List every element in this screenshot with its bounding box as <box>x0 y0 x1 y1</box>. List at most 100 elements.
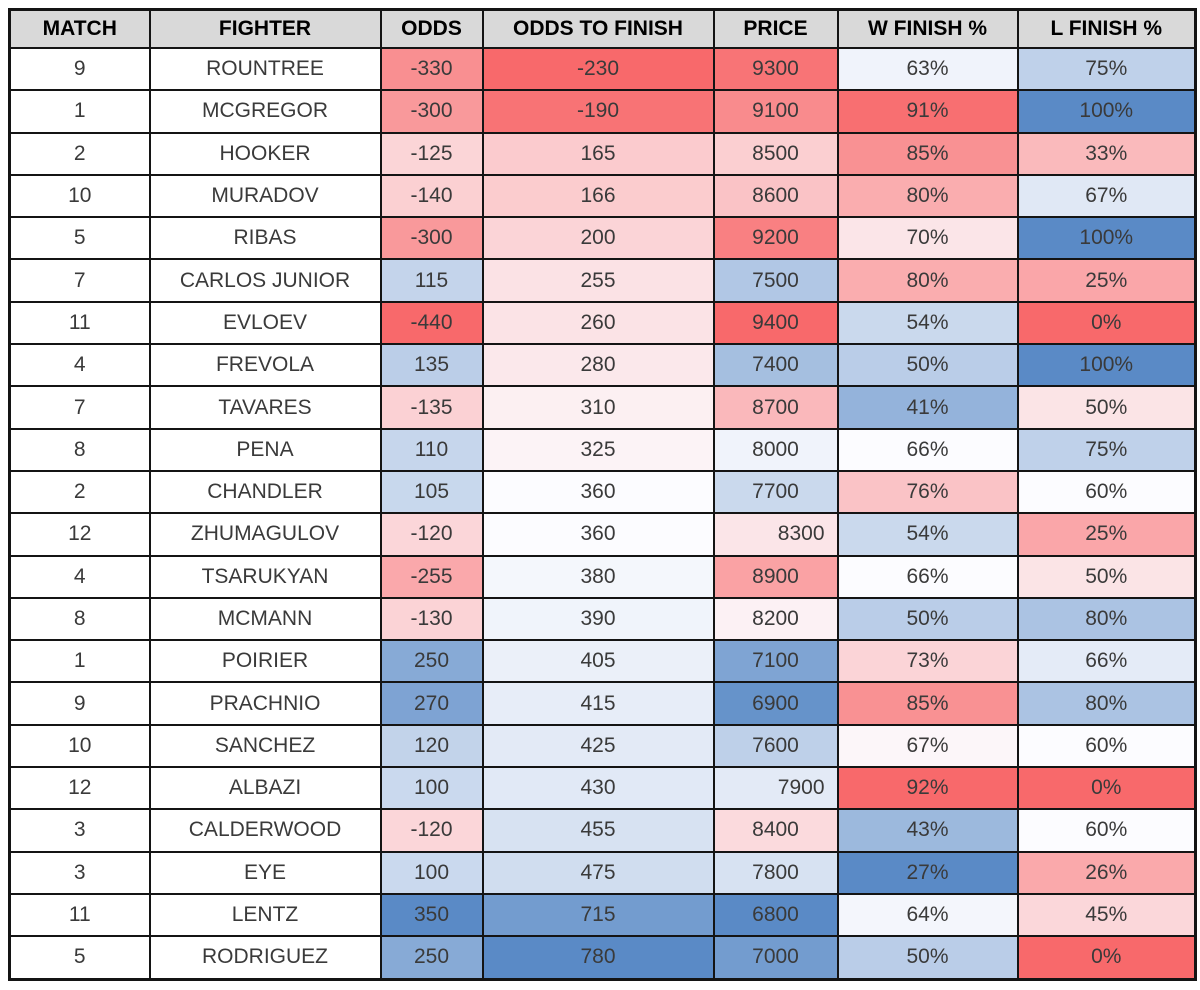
table-header: MATCH FIGHTER ODDS ODDS TO FINISH PRICE … <box>8 8 1197 49</box>
table-row: 12 ZHUMAGULOV -120 360 8300 54% 25% <box>8 512 1197 557</box>
header-row: MATCH FIGHTER ODDS ODDS TO FINISH PRICE … <box>8 8 1197 49</box>
odds-cell: 250 <box>379 639 484 684</box>
odds-cell: -255 <box>379 554 484 599</box>
w-finish-pct-cell: 63% <box>836 46 1019 92</box>
price-cell: 6900 <box>712 681 839 726</box>
price-cell: 7600 <box>712 723 839 769</box>
fighter-cell: EVLOEV <box>148 300 382 346</box>
price-cell: 8000 <box>712 427 839 472</box>
match-cell: 5 <box>8 935 151 981</box>
fighter-cell: FREVOLA <box>148 343 382 388</box>
column-header-w-finish-pct: W FINISH % <box>836 8 1019 49</box>
price-cell: 7900 <box>712 766 839 811</box>
match-cell: 7 <box>8 385 151 430</box>
odds-to-finish-cell: 200 <box>481 216 715 261</box>
l-finish-pct-cell: 25% <box>1016 512 1197 557</box>
column-header-fighter: FIGHTER <box>148 8 382 49</box>
l-finish-pct-cell: 60% <box>1016 723 1197 769</box>
table-row: 9 PRACHNIO 270 415 6900 85% 80% <box>8 681 1197 726</box>
l-finish-pct-cell: 0% <box>1016 935 1197 981</box>
odds-cell: -120 <box>379 808 484 853</box>
odds-cell: -300 <box>379 89 484 134</box>
match-cell: 12 <box>8 766 151 811</box>
l-finish-pct-cell: 100% <box>1016 343 1197 388</box>
odds-to-finish-cell: 780 <box>481 935 715 981</box>
l-finish-pct-cell: 100% <box>1016 216 1197 261</box>
w-finish-pct-cell: 50% <box>836 596 1019 642</box>
odds-to-finish-cell: 280 <box>481 343 715 388</box>
match-cell: 10 <box>8 173 151 219</box>
odds-to-finish-cell: 165 <box>481 131 715 176</box>
column-header-l-finish-pct: L FINISH % <box>1016 8 1197 49</box>
price-cell: 8300 <box>712 512 839 557</box>
odds-to-finish-cell: 310 <box>481 385 715 430</box>
l-finish-pct-cell: 33% <box>1016 131 1197 176</box>
odds-to-finish-cell: -230 <box>481 46 715 92</box>
table-row: 5 RIBAS -300 200 9200 70% 100% <box>8 216 1197 261</box>
column-header-price: PRICE <box>712 8 839 49</box>
odds-to-finish-cell: 360 <box>481 512 715 557</box>
table-row: 10 MURADOV -140 166 8600 80% 67% <box>8 173 1197 219</box>
odds-to-finish-cell: 475 <box>481 850 715 895</box>
match-cell: 8 <box>8 427 151 472</box>
table-row: 4 TSARUKYAN -255 380 8900 66% 50% <box>8 554 1197 599</box>
fighter-cell: POIRIER <box>148 639 382 684</box>
match-cell: 9 <box>8 681 151 726</box>
price-cell: 7100 <box>712 639 839 684</box>
fighter-cell: PRACHNIO <box>148 681 382 726</box>
odds-cell: 350 <box>379 892 484 938</box>
odds-cell: 105 <box>379 469 484 515</box>
table-body: 9 ROUNTREE -330 -230 9300 63% 75% 1 MCGREGOR -300… <box>8 46 1197 981</box>
l-finish-pct-cell: 50% <box>1016 385 1197 430</box>
w-finish-pct-cell: 92% <box>836 766 1019 811</box>
l-finish-pct-cell: 60% <box>1016 469 1197 515</box>
match-cell: 4 <box>8 554 151 599</box>
table-row: 11 EVLOEV -440 260 9400 54% 0% <box>8 300 1197 346</box>
price-cell: 9200 <box>712 216 839 261</box>
fighter-cell: CHANDLER <box>148 469 382 515</box>
table-row: 8 PENA 110 325 8000 66% 75% <box>8 427 1197 472</box>
fighter-cell: MURADOV <box>148 173 382 219</box>
price-cell: 7800 <box>712 850 839 895</box>
odds-cell: 120 <box>379 723 484 769</box>
odds-to-finish-cell: 715 <box>481 892 715 938</box>
table-row: 2 HOOKER -125 165 8500 85% 33% <box>8 131 1197 176</box>
price-cell: 8500 <box>712 131 839 176</box>
l-finish-pct-cell: 75% <box>1016 427 1197 472</box>
column-header-odds: ODDS <box>379 8 484 49</box>
table-row: 1 POIRIER 250 405 7100 73% 66% <box>8 639 1197 684</box>
match-cell: 11 <box>8 300 151 346</box>
table-row: 11 LENTZ 350 715 6800 64% 45% <box>8 892 1197 938</box>
odds-to-finish-cell: 166 <box>481 173 715 219</box>
odds-cell: 100 <box>379 850 484 895</box>
w-finish-pct-cell: 41% <box>836 385 1019 430</box>
odds-to-finish-cell: 415 <box>481 681 715 726</box>
odds-to-finish-cell: 380 <box>481 554 715 599</box>
odds-to-finish-cell: 390 <box>481 596 715 642</box>
fighter-cell: TAVARES <box>148 385 382 430</box>
column-header-match: MATCH <box>8 8 151 49</box>
fighter-cell: EYE <box>148 850 382 895</box>
table-row: 7 TAVARES -135 310 8700 41% 50% <box>8 385 1197 430</box>
w-finish-pct-cell: 85% <box>836 681 1019 726</box>
fighter-cell: LENTZ <box>148 892 382 938</box>
odds-cell: -330 <box>379 46 484 92</box>
odds-to-finish-cell: 260 <box>481 300 715 346</box>
odds-to-finish-cell: 430 <box>481 766 715 811</box>
l-finish-pct-cell: 45% <box>1016 892 1197 938</box>
odds-to-finish-cell: 360 <box>481 469 715 515</box>
odds-cell: -440 <box>379 300 484 346</box>
fighter-cell: ROUNTREE <box>148 46 382 92</box>
fighter-cell: PENA <box>148 427 382 472</box>
price-cell: 6800 <box>712 892 839 938</box>
table-row: 10 SANCHEZ 120 425 7600 67% 60% <box>8 723 1197 769</box>
match-cell: 9 <box>8 46 151 92</box>
odds-cell: 100 <box>379 766 484 811</box>
match-cell: 3 <box>8 850 151 895</box>
table-row: 12 ALBAZI 100 430 7900 92% 0% <box>8 766 1197 811</box>
price-cell: 8900 <box>712 554 839 599</box>
l-finish-pct-cell: 26% <box>1016 850 1197 895</box>
price-cell: 7000 <box>712 935 839 981</box>
odds-cell: 115 <box>379 258 484 303</box>
